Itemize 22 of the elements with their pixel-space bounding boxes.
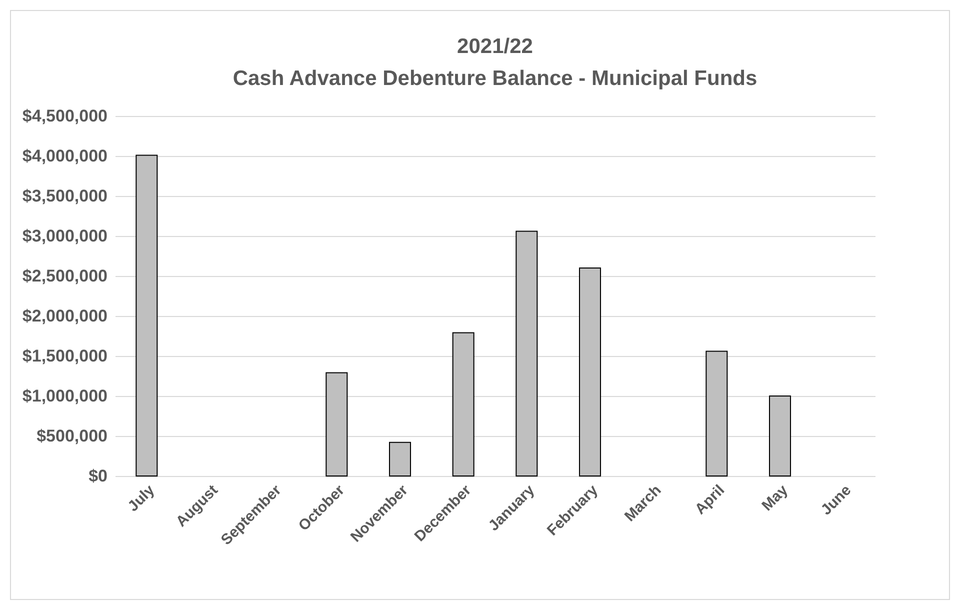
x-tick-label: July bbox=[124, 481, 158, 516]
bar bbox=[769, 396, 791, 476]
text: 2021/22 bbox=[457, 35, 533, 58]
y-tick-label: $2,000,000 bbox=[22, 306, 108, 326]
y-tick-label: $4,000,000 bbox=[22, 146, 108, 166]
x-tick-label: May bbox=[758, 481, 792, 514]
bar bbox=[516, 230, 538, 476]
bar bbox=[579, 268, 601, 476]
bar bbox=[389, 442, 411, 476]
y-tick-label: $4,500,000 bbox=[22, 106, 108, 126]
text: Cash Advance Debenture Balance - Municipal Funds bbox=[232, 67, 758, 90]
y-tick-label: $500,000 bbox=[36, 426, 108, 446]
bar bbox=[452, 332, 474, 476]
bar bbox=[706, 350, 728, 476]
y-tick-label: $3,500,000 bbox=[22, 186, 108, 206]
bar bbox=[326, 372, 348, 476]
y-tick-label: $1,500,000 bbox=[22, 346, 108, 366]
bar bbox=[136, 154, 158, 476]
y-tick-label: $3,000,000 bbox=[22, 226, 108, 246]
y-tick-label: $1,000,000 bbox=[22, 386, 108, 406]
y-tick-label: $2,500,000 bbox=[22, 266, 108, 286]
y-tick-label: $0 bbox=[88, 466, 108, 486]
